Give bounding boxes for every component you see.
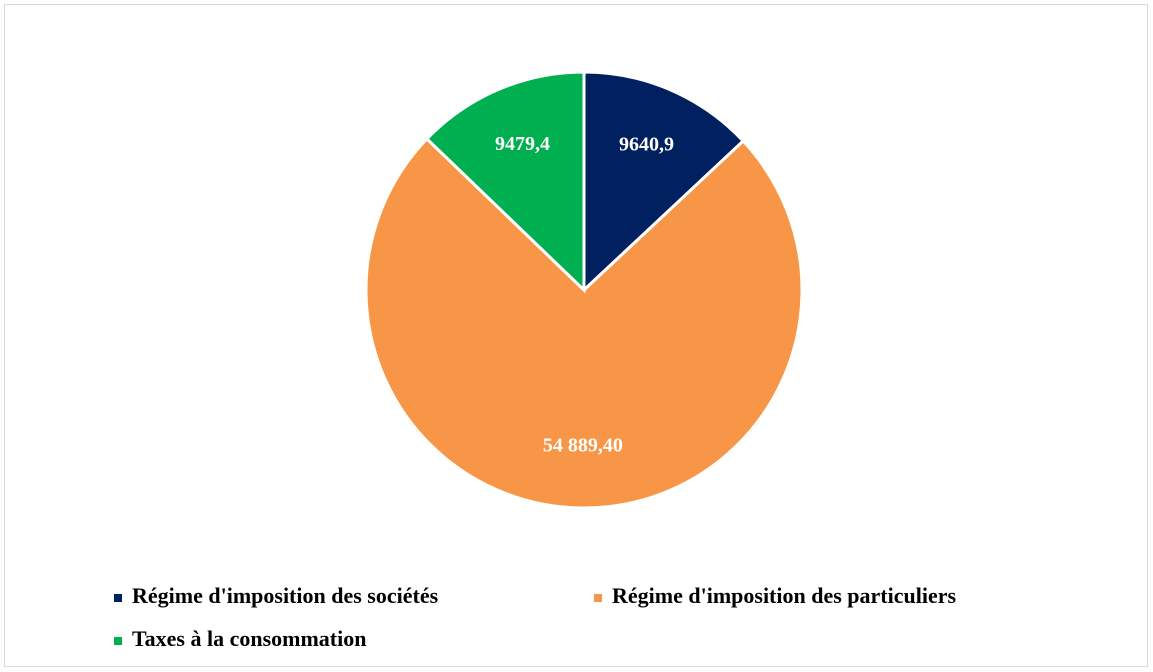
pie-slice — [424, 70, 586, 294]
legend-marker — [594, 594, 602, 602]
data-label: 54 889,40 — [543, 435, 623, 457]
pie-slice — [582, 70, 746, 294]
legend-label: Taxes à la consommation — [132, 626, 366, 651]
data-label: 9640,9 — [619, 134, 674, 156]
legend-label: Régime d'imposition des sociétés — [132, 583, 439, 608]
legend-marker — [114, 594, 122, 602]
pie-slice — [364, 136, 804, 510]
legend-marker — [114, 637, 122, 645]
legend-label: Régime d'imposition des particuliers — [612, 583, 956, 608]
data-label: 9479,4 — [495, 133, 550, 155]
